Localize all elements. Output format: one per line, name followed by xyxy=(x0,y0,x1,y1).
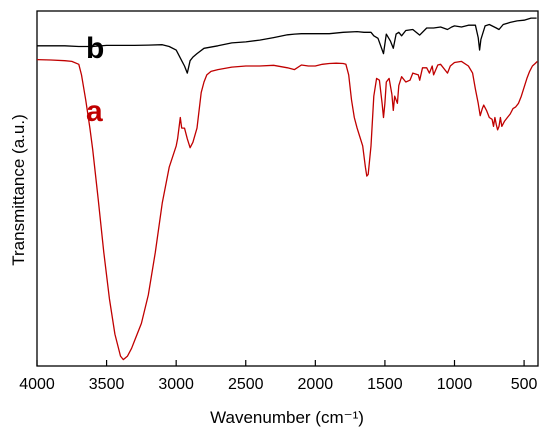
x-tick-label: 4000 xyxy=(19,376,55,393)
y-axis-title: Transmittance (a.u.) xyxy=(9,114,28,265)
series-line-b xyxy=(37,17,537,74)
series-label-a: a xyxy=(86,95,103,128)
series-layer xyxy=(36,17,538,361)
x-axis-ticks: 4000 3500 3000 2500 2000 1500 1000 500 xyxy=(19,360,538,393)
series-label-b: b xyxy=(86,32,104,65)
x-tick-label: 2500 xyxy=(228,376,264,393)
x-tick-label: 3000 xyxy=(158,376,194,393)
x-tick-label: 2000 xyxy=(298,376,334,393)
plot-frame xyxy=(36,10,539,367)
x-tick-label: 1500 xyxy=(367,376,403,393)
x-tick-label: 3500 xyxy=(89,376,125,393)
x-axis-title: Wavenumber (cm⁻¹) xyxy=(210,408,364,427)
x-tick-label: 500 xyxy=(511,376,538,393)
x-tick-label: 1000 xyxy=(437,376,473,393)
series-line-a xyxy=(36,58,538,361)
